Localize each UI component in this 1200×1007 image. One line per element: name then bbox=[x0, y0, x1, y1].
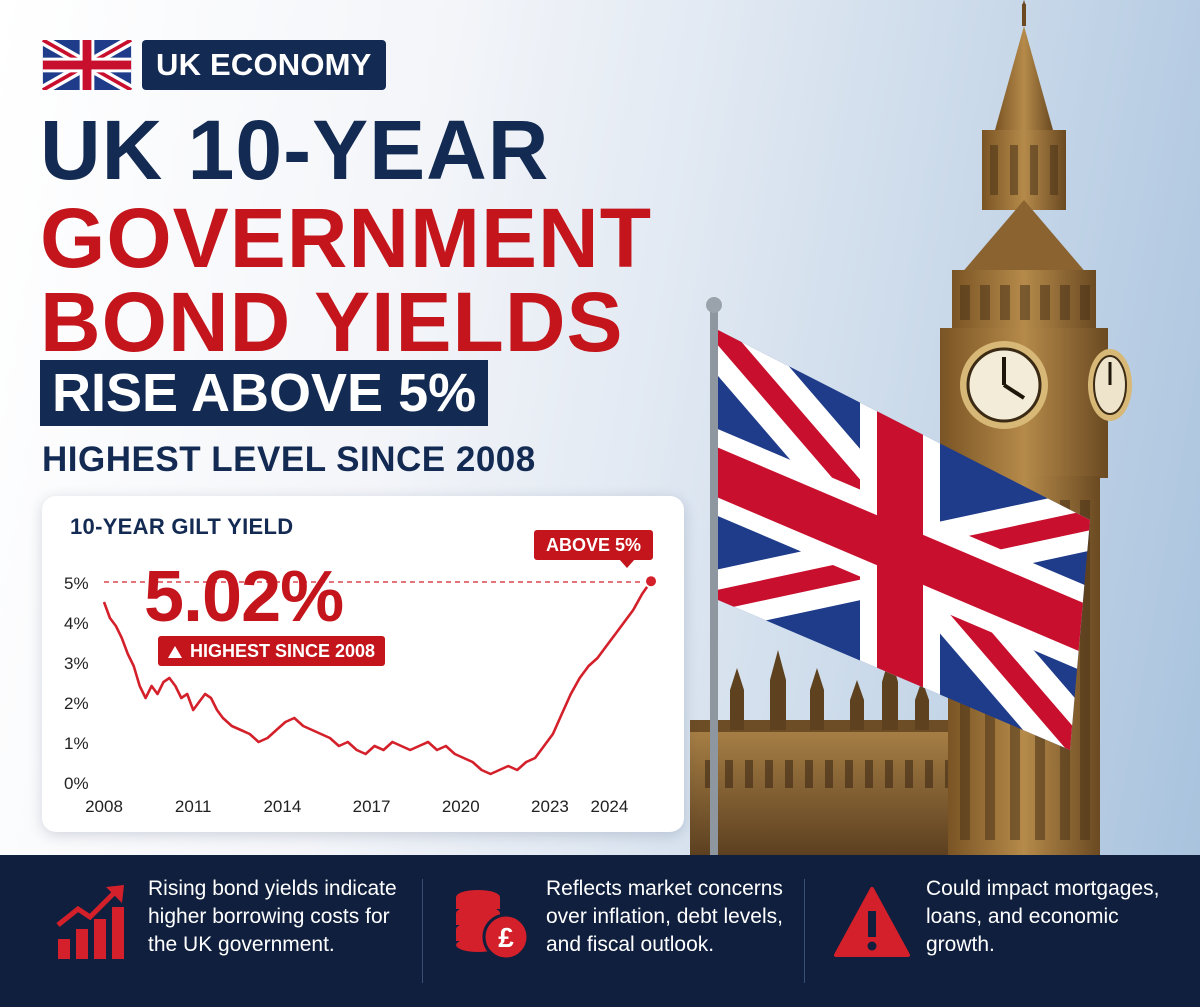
coins-pound-icon: £ bbox=[456, 890, 530, 961]
subtitle: HIGHEST LEVEL SINCE 2008 bbox=[42, 440, 536, 479]
flag-pole bbox=[710, 306, 718, 855]
y-tick-label: 4% bbox=[64, 614, 89, 633]
highest-since-badge: HIGHEST SINCE 2008 bbox=[158, 636, 386, 666]
divider bbox=[804, 879, 805, 983]
up-triangle-icon bbox=[168, 646, 182, 658]
divider bbox=[422, 879, 423, 983]
highest-since-label: HIGHEST SINCE 2008 bbox=[190, 641, 376, 661]
gilt-yield-chart: 0% 1% 2% 3% 4% 5% 2008 2011 2014 2017 2020 2023 2024 bbox=[64, 574, 659, 816]
latest-point bbox=[644, 574, 659, 589]
warning-icon bbox=[834, 887, 910, 957]
info-band: Rising bond yields indicate higher borro… bbox=[0, 855, 1200, 1007]
big-ben-scene bbox=[690, 0, 1132, 855]
feature-borrowing-costs: Rising bond yields indicate higher borro… bbox=[54, 855, 414, 1007]
svg-text:£: £ bbox=[498, 922, 514, 953]
parliament-building bbox=[690, 650, 990, 855]
callout-value: 5.02% bbox=[144, 557, 344, 637]
uk-flag-icon bbox=[42, 40, 132, 90]
x-tick-label: 2008 bbox=[85, 797, 123, 816]
headline-line-3: BOND YIELDS bbox=[40, 275, 624, 369]
x-tick-label: 2011 bbox=[175, 797, 212, 816]
chart-title: 10-YEAR GILT YIELD bbox=[70, 514, 294, 539]
feature-text: Rising bond yields indicate higher borro… bbox=[148, 877, 397, 956]
y-tick-label: 3% bbox=[64, 654, 89, 673]
headline-line-1: UK 10-YEAR bbox=[40, 103, 550, 197]
feature-text: Could impact mortgages, loans, and econo… bbox=[926, 877, 1160, 956]
headline-highlight: RISE ABOVE 5% bbox=[40, 360, 489, 426]
y-tick-label: 1% bbox=[64, 734, 89, 753]
category-tag: UK ECONOMY bbox=[142, 40, 386, 90]
chart-card: 0% 1% 2% 3% 4% 5% 2008 2011 2014 2017 2020 2023 2024… bbox=[42, 496, 684, 832]
y-tick-label: 2% bbox=[64, 694, 89, 713]
y-tick-label: 0% bbox=[64, 774, 89, 793]
above-5-annotation: ABOVE 5% bbox=[534, 530, 654, 568]
chart-up-icon bbox=[56, 885, 124, 959]
y-tick-label: 5% bbox=[64, 574, 89, 593]
feature-market-concerns: £ Reflects market concerns over inflatio… bbox=[452, 855, 812, 1007]
x-tick-label: 2020 bbox=[442, 797, 480, 816]
x-tick-label: 2024 bbox=[590, 797, 628, 816]
yield-series-line bbox=[102, 580, 653, 776]
feature-impact: Could impact mortgages, loans, and econo… bbox=[832, 855, 1192, 1007]
headline-line-2: GOVERNMENT bbox=[40, 191, 653, 285]
x-tick-label: 2023 bbox=[531, 797, 569, 816]
feature-text: Reflects market concerns over inflation,… bbox=[546, 877, 783, 956]
x-tick-label: 2017 bbox=[353, 797, 391, 816]
x-tick-label: 2014 bbox=[263, 797, 301, 816]
